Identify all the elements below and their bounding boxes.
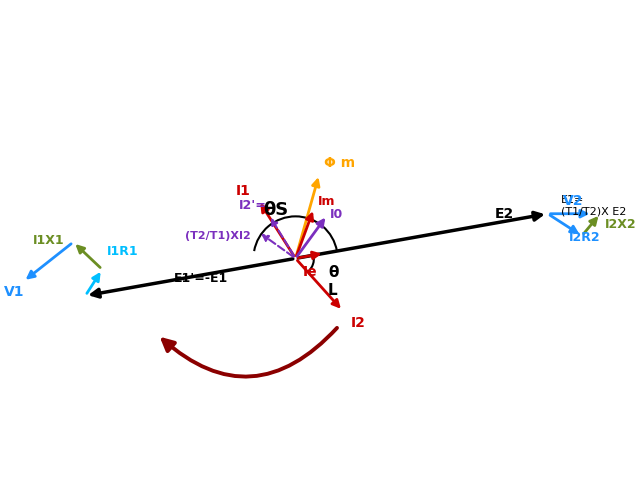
Text: E2: E2 — [495, 206, 515, 221]
Text: Im: Im — [317, 195, 335, 208]
Text: θ
L: θ L — [328, 265, 339, 298]
Text: θS: θS — [263, 201, 288, 219]
Text: V2: V2 — [563, 194, 583, 208]
Text: E1'=-E1: E1'=-E1 — [174, 272, 228, 285]
Text: I0: I0 — [330, 207, 343, 221]
Text: V1: V1 — [4, 285, 25, 299]
Text: (T2/T1)XI2: (T2/T1)XI2 — [185, 231, 251, 241]
Text: I2'=: I2'= — [239, 199, 267, 212]
Text: I2: I2 — [351, 316, 365, 330]
Text: I1X1: I1X1 — [33, 234, 65, 247]
Text: I1R1: I1R1 — [106, 245, 138, 258]
Text: I2X2: I2X2 — [604, 218, 636, 231]
Text: E1=
(T1/T2)X E2: E1= (T1/T2)X E2 — [561, 195, 626, 216]
Text: I2R2: I2R2 — [569, 231, 600, 244]
Text: Ie: Ie — [303, 264, 317, 279]
Text: Φ m: Φ m — [324, 156, 356, 170]
Text: I1: I1 — [236, 184, 251, 198]
